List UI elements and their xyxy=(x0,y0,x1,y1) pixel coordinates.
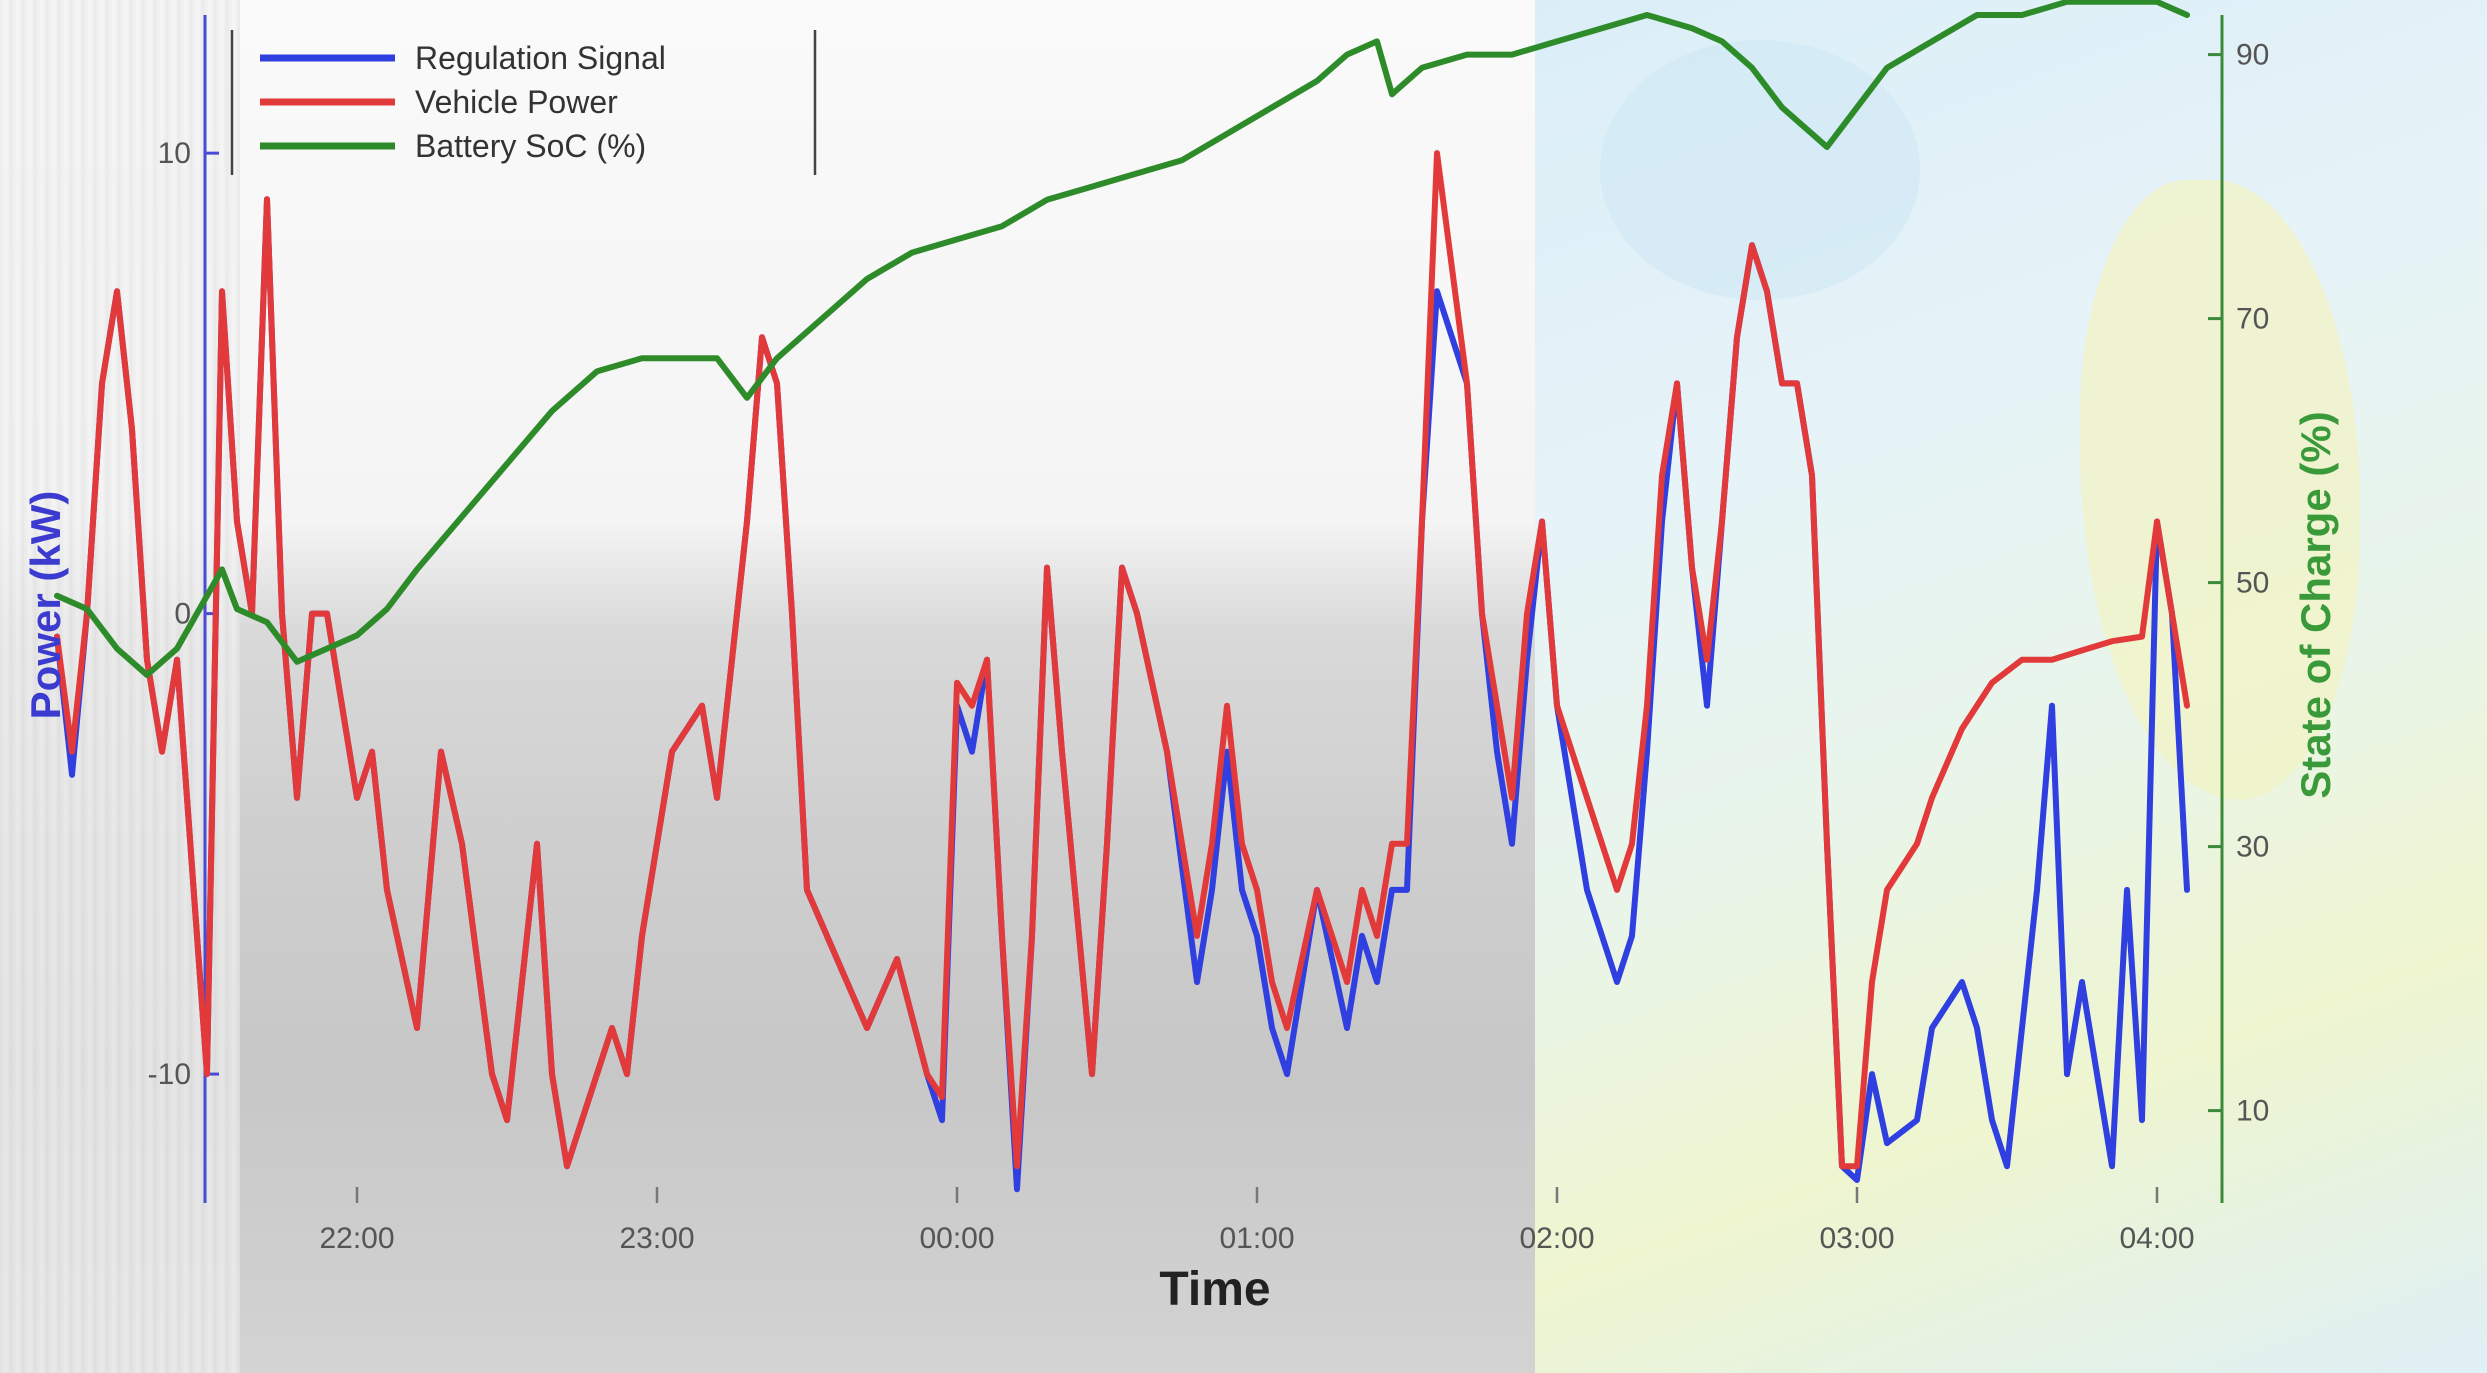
left-y-axis-label: Power (kW) xyxy=(22,491,69,720)
background-map-lake xyxy=(1600,40,1920,300)
x-axis-label: Time xyxy=(1159,1263,1270,1316)
series-group xyxy=(54,0,2190,1193)
series-line-vehicle-power xyxy=(54,150,2190,1170)
legend-label-battery-soc: Battery SoC (%) xyxy=(415,128,646,164)
right-tick-label-1: 70 xyxy=(2236,303,2269,336)
legend-label-vehicle-power: Vehicle Power xyxy=(415,84,618,120)
left-tick-label-1: 0 xyxy=(174,598,191,631)
right-tick-label-4: 10 xyxy=(2236,1095,2269,1128)
right-tick-label-2: 50 xyxy=(2236,567,2269,600)
legend-items: Regulation Signal Vehicle Power Battery So… xyxy=(260,40,666,164)
left-tick-label-0: 10 xyxy=(158,137,191,170)
x-tick-label-3: 01:00 xyxy=(1219,1222,1294,1255)
x-tick-label-6: 04:00 xyxy=(2119,1222,2194,1255)
legend: Regulation Signal Vehicle Power Battery So… xyxy=(230,30,817,175)
right-tick-label-3: 30 xyxy=(2236,831,2269,864)
legend-label-regulation-signal: Regulation Signal xyxy=(415,40,666,76)
x-tick-label-2: 00:00 xyxy=(919,1222,994,1255)
left-y-ticks: 10 0 -10 xyxy=(148,137,219,1091)
background-photo-region xyxy=(0,0,1535,1373)
axes-group: 10 0 -10 90 70 50 30 10 22:00 23:00 00:00 01:00 02… xyxy=(148,15,2269,1255)
background-building-wall xyxy=(0,0,240,1373)
x-tick-label-0: 22:00 xyxy=(319,1222,394,1255)
x-tick-label-5: 03:00 xyxy=(1819,1222,1894,1255)
x-tick-label-4: 02:00 xyxy=(1519,1222,1594,1255)
left-tick-label-2: -10 xyxy=(148,1058,191,1091)
right-y-axis-label: State of Charge (%) xyxy=(2292,411,2339,798)
background-map-land xyxy=(2080,180,2360,800)
series-line-battery-soc xyxy=(54,0,2190,678)
x-ticks: 22:00 23:00 00:00 01:00 02:00 03:00 04:00 xyxy=(319,1187,2195,1255)
right-y-ticks: 90 70 50 30 10 xyxy=(2208,39,2269,1128)
right-tick-label-0: 90 xyxy=(2236,39,2269,72)
x-tick-label-1: 23:00 xyxy=(619,1222,694,1255)
